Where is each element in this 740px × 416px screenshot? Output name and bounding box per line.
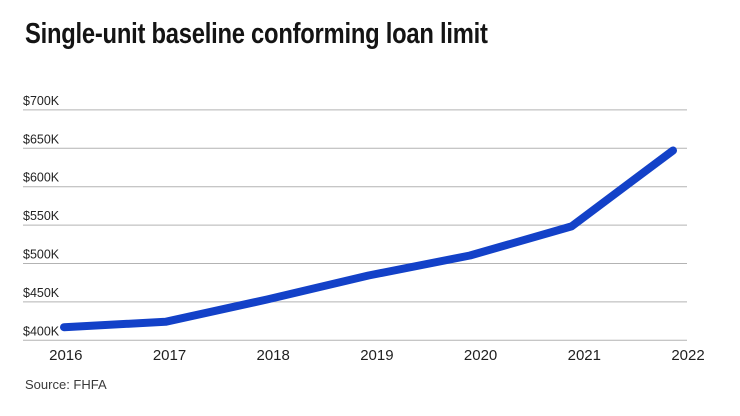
x-axis-tick-label: 2019 [360, 347, 393, 364]
x-axis-tick-label: 2020 [464, 347, 497, 364]
loan-limit-line-series [60, 146, 677, 332]
x-axis-tick-label: 2016 [49, 347, 82, 364]
source-note: Source: FHFA [25, 377, 107, 392]
y-axis-tick-label: $500K [23, 248, 60, 262]
y-axis-tick-label: $700K [23, 94, 60, 108]
y-axis-tick-label: $650K [23, 132, 60, 146]
x-axis-tick-label: 2021 [568, 347, 601, 364]
x-axis-tick-label: 2022 [671, 347, 704, 364]
x-axis-tick-label: 2018 [257, 347, 290, 364]
y-axis-tick-label: $600K [23, 171, 60, 185]
x-axis-tick-label: 2017 [153, 347, 186, 364]
y-axis-tick-label: $450K [23, 286, 60, 300]
chart-title: Single-unit baseline conforming loan lim… [25, 18, 488, 50]
y-axis-tick-label: $400K [23, 324, 60, 338]
y-axis-tick-label: $550K [23, 209, 60, 223]
